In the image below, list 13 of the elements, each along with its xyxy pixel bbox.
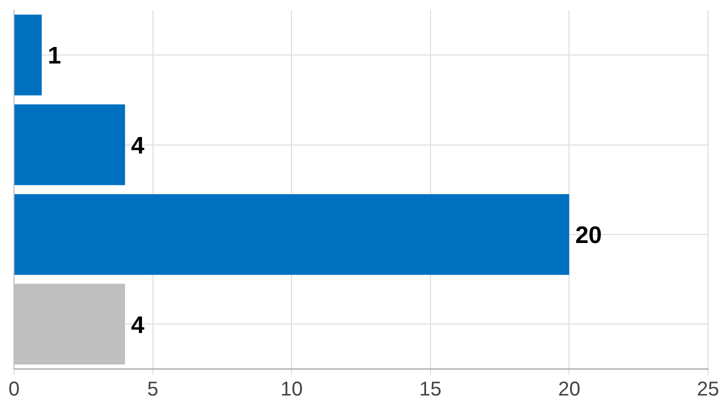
x-tick-label: 10	[280, 378, 303, 401]
x-tick-label: 25	[696, 378, 720, 401]
bar	[14, 194, 570, 275]
x-tick-label: 5	[147, 378, 158, 401]
data-label: 20	[575, 222, 602, 250]
data-label: 1	[48, 42, 62, 70]
x-tick-label: 15	[419, 378, 442, 401]
data-label: 4	[131, 132, 146, 160]
bar	[14, 14, 42, 96]
bar	[14, 104, 126, 186]
x-tick-label: 0	[8, 378, 20, 401]
data-label: 4	[131, 312, 146, 339]
x-tick-label: 20	[558, 378, 580, 401]
